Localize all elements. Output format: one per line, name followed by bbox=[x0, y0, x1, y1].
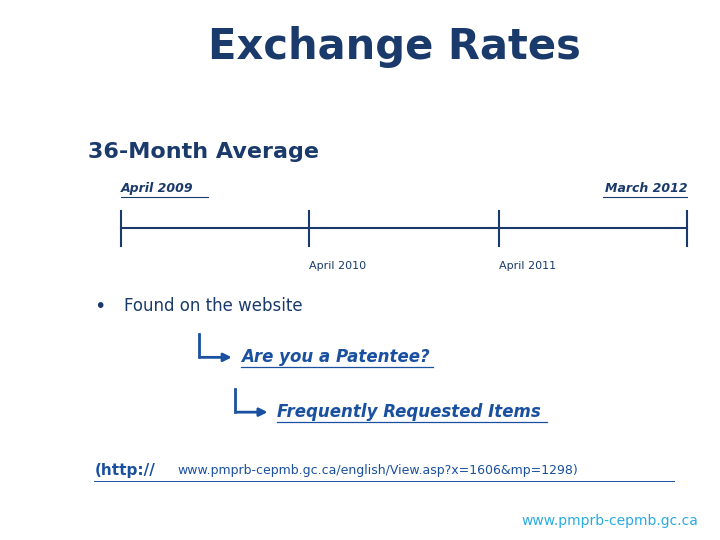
Text: April 2010: April 2010 bbox=[310, 261, 366, 272]
Text: (http://: (http:// bbox=[94, 463, 156, 478]
Text: 15: 15 bbox=[14, 514, 35, 529]
Text: Are you a Patentee?: Are you a Patentee? bbox=[241, 348, 430, 366]
Text: www.pmprb-cepmb.gc.ca: www.pmprb-cepmb.gc.ca bbox=[521, 514, 698, 528]
Text: April 2009: April 2009 bbox=[120, 182, 193, 195]
Text: March 2012: March 2012 bbox=[605, 182, 688, 195]
Text: Frequently Requested Items: Frequently Requested Items bbox=[277, 403, 541, 421]
Text: 36-Month Average: 36-Month Average bbox=[88, 142, 319, 162]
Text: Exchange Rates: Exchange Rates bbox=[208, 26, 580, 68]
Text: April 2011: April 2011 bbox=[499, 261, 556, 272]
Text: Found on the website: Found on the website bbox=[124, 298, 302, 315]
Text: www.pmprb-cepmb.gc.ca/english/View.asp?x=1606&mp=1298): www.pmprb-cepmb.gc.ca/english/View.asp?x… bbox=[178, 464, 579, 477]
Text: •: • bbox=[94, 297, 106, 316]
